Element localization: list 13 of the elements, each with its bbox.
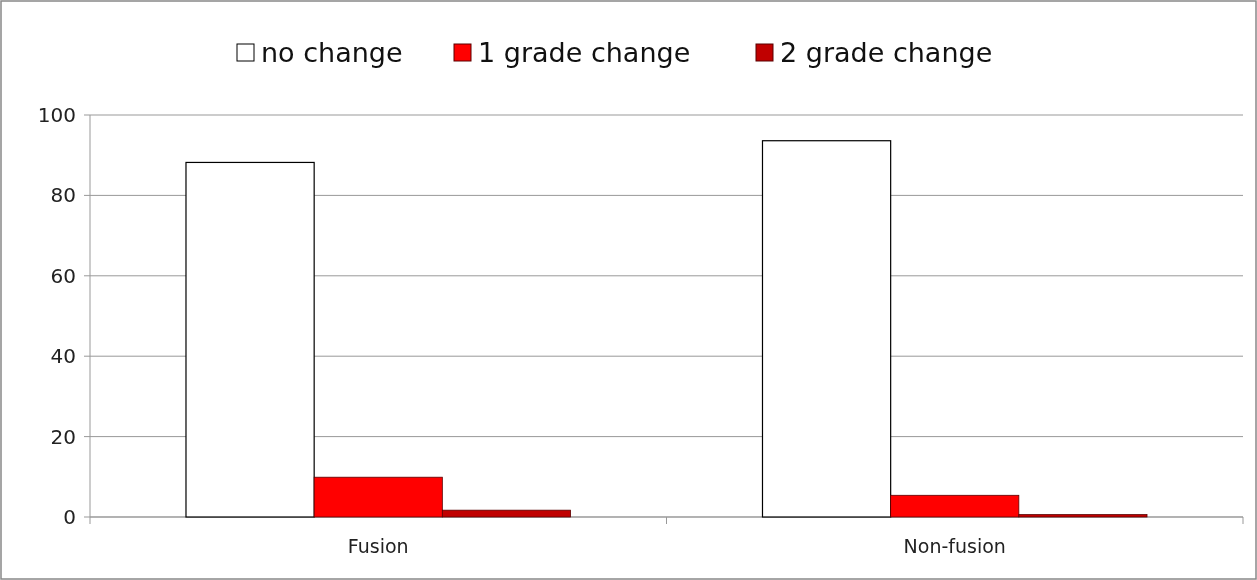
y-tick-label: 40 — [50, 344, 76, 369]
x-tick-label: Fusion — [347, 535, 409, 557]
legend-label: no change — [261, 37, 403, 69]
legend-label: 2 grade change — [780, 37, 993, 69]
y-tick-label: 60 — [50, 263, 76, 288]
y-tick-label: 80 — [50, 183, 76, 208]
x-tick-label: Non-fusion — [903, 535, 1006, 557]
legend-label: 1 grade change — [478, 37, 691, 69]
y-tick-label: 20 — [50, 424, 76, 449]
bar — [185, 161, 315, 518]
y-tick-label: 0 — [63, 505, 76, 529]
bar — [761, 140, 892, 518]
y-tick-label: 100 — [37, 103, 76, 127]
